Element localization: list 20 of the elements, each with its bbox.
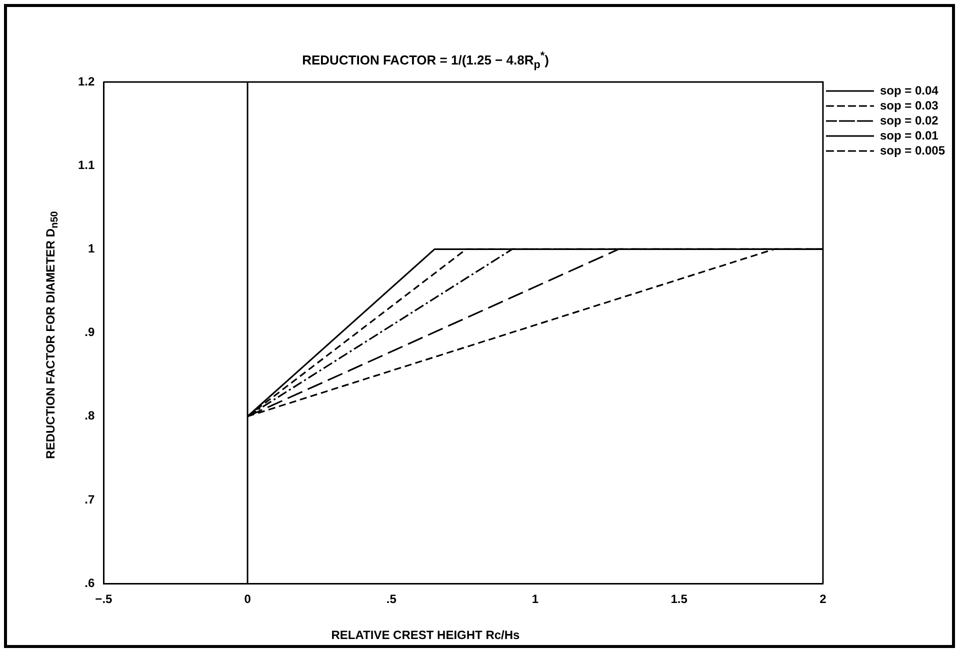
legend-label: sop = 0.005 (880, 143, 946, 158)
legend-label: sop = 0.02 (880, 113, 939, 128)
legend-label: sop = 0.03 (880, 98, 939, 112)
x-tick-label: 2 (820, 592, 827, 606)
legend-label: sop = 0.04 (880, 83, 939, 98)
chart-title: REDUCTION FACTOR = 1/(1.25 − 4.8R$_{p}$$^{*}$) (301, 50, 550, 71)
y-tick-label: .8 (84, 408, 95, 423)
y-tick-label: .7 (84, 492, 95, 506)
x-tick-label: 1.5 (670, 592, 688, 606)
x-tick-label: −.5 (95, 592, 113, 606)
y-tick-label: 1 (88, 242, 95, 256)
y-tick-label: 1.1 (78, 158, 95, 172)
x-axis-title: RELATIVE CREST HEIGHT Rc/Hs (330, 628, 521, 642)
x-tick-label: 0 (244, 592, 252, 606)
y-tick-label: .6 (84, 576, 95, 590)
x-tick-label: .5 (386, 592, 397, 606)
y-tick-label: .9 (84, 325, 95, 340)
y-tick-label: 1.2 (78, 74, 95, 88)
x-tick-label: 1 (532, 592, 539, 606)
legend-label: sop = 0.01 (880, 128, 939, 142)
